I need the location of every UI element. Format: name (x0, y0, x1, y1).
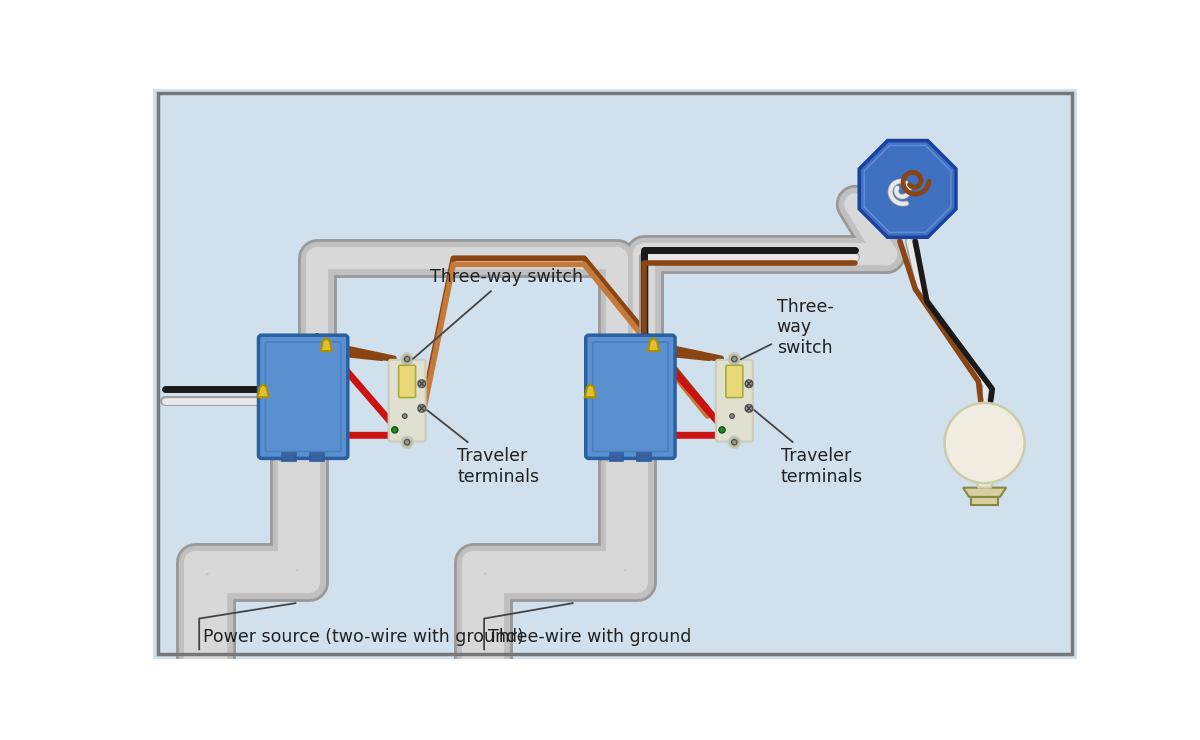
Text: Traveler
terminals: Traveler terminals (427, 410, 539, 485)
Polygon shape (258, 384, 269, 397)
FancyBboxPatch shape (726, 366, 743, 397)
FancyBboxPatch shape (586, 335, 676, 458)
Circle shape (418, 405, 426, 412)
Circle shape (728, 436, 740, 448)
Polygon shape (859, 141, 956, 238)
Circle shape (404, 440, 409, 445)
Text: Three-wire with ground: Three-wire with ground (488, 628, 691, 646)
Circle shape (745, 405, 752, 412)
Polygon shape (964, 488, 1006, 497)
Circle shape (730, 414, 734, 418)
Circle shape (719, 427, 725, 433)
Circle shape (728, 353, 740, 366)
Polygon shape (648, 338, 659, 351)
Polygon shape (584, 384, 596, 397)
Polygon shape (320, 338, 331, 351)
Circle shape (418, 380, 426, 388)
Bar (282, 452, 296, 462)
Text: Power source (two-wire with ground): Power source (two-wire with ground) (203, 628, 524, 646)
Circle shape (732, 357, 737, 362)
Bar (310, 452, 324, 462)
Circle shape (401, 436, 413, 448)
Circle shape (402, 414, 407, 418)
FancyBboxPatch shape (398, 366, 415, 397)
Circle shape (391, 427, 398, 433)
Bar (971, 497, 998, 505)
FancyBboxPatch shape (389, 360, 426, 442)
Polygon shape (974, 477, 995, 488)
Bar (637, 452, 652, 462)
Text: Traveler
terminals: Traveler terminals (754, 410, 863, 485)
Circle shape (401, 353, 413, 366)
Text: Three-way switch: Three-way switch (413, 269, 583, 359)
Circle shape (944, 403, 1025, 483)
Circle shape (732, 440, 737, 445)
Text: Three-
way
switch: Three- way switch (740, 297, 834, 360)
FancyBboxPatch shape (258, 335, 348, 458)
Bar (610, 452, 624, 462)
Circle shape (404, 357, 409, 362)
FancyBboxPatch shape (716, 360, 752, 442)
Circle shape (745, 380, 752, 388)
